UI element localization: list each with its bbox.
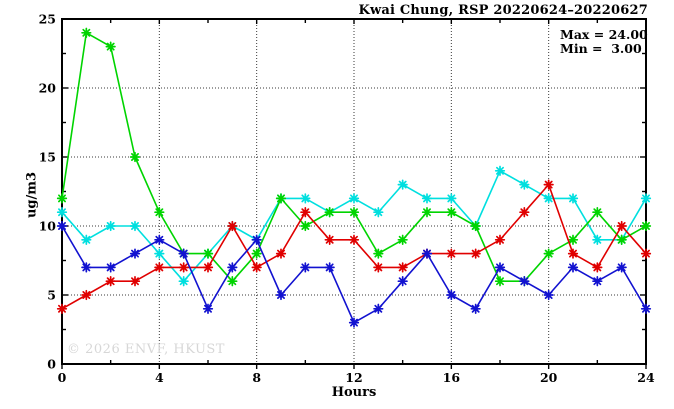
series-blue — [56, 220, 652, 328]
y-tick-label-10: 10 — [39, 219, 57, 234]
x-tick-label-4: 4 — [155, 370, 164, 385]
y-tick-label-25: 25 — [39, 12, 56, 27]
x-tick-label-12: 12 — [345, 370, 362, 385]
y-axis-label: ug/m3 — [24, 171, 40, 219]
x-axis-label: Hours — [331, 385, 377, 400]
x-tick-label-24: 24 — [637, 370, 655, 385]
y-tick-label-5: 5 — [47, 288, 56, 303]
x-tick-label-0: 0 — [58, 370, 67, 385]
stats-annotation: Max = 24.00 Min = 3.00 — [560, 28, 648, 56]
x-tick-label-8: 8 — [252, 370, 261, 385]
max-value-label: Max = 24.00 — [560, 27, 648, 42]
x-tick-label-16: 16 — [443, 370, 461, 385]
series-red-markers — [56, 179, 652, 314]
y-tick-label-15: 15 — [39, 150, 56, 165]
min-value-label: Min = 3.00 — [560, 41, 642, 56]
y-tick-label-0: 0 — [47, 357, 56, 372]
x-tick-label-20: 20 — [540, 370, 558, 385]
watermark: © 2026 ENVF, HKUST — [67, 342, 225, 357]
series-blue-markers — [56, 220, 652, 328]
series-red — [56, 179, 652, 314]
chart-title: Kwai Chung, RSP 20220624–20220627 — [358, 3, 648, 18]
y-tick-label-20: 20 — [39, 81, 57, 96]
